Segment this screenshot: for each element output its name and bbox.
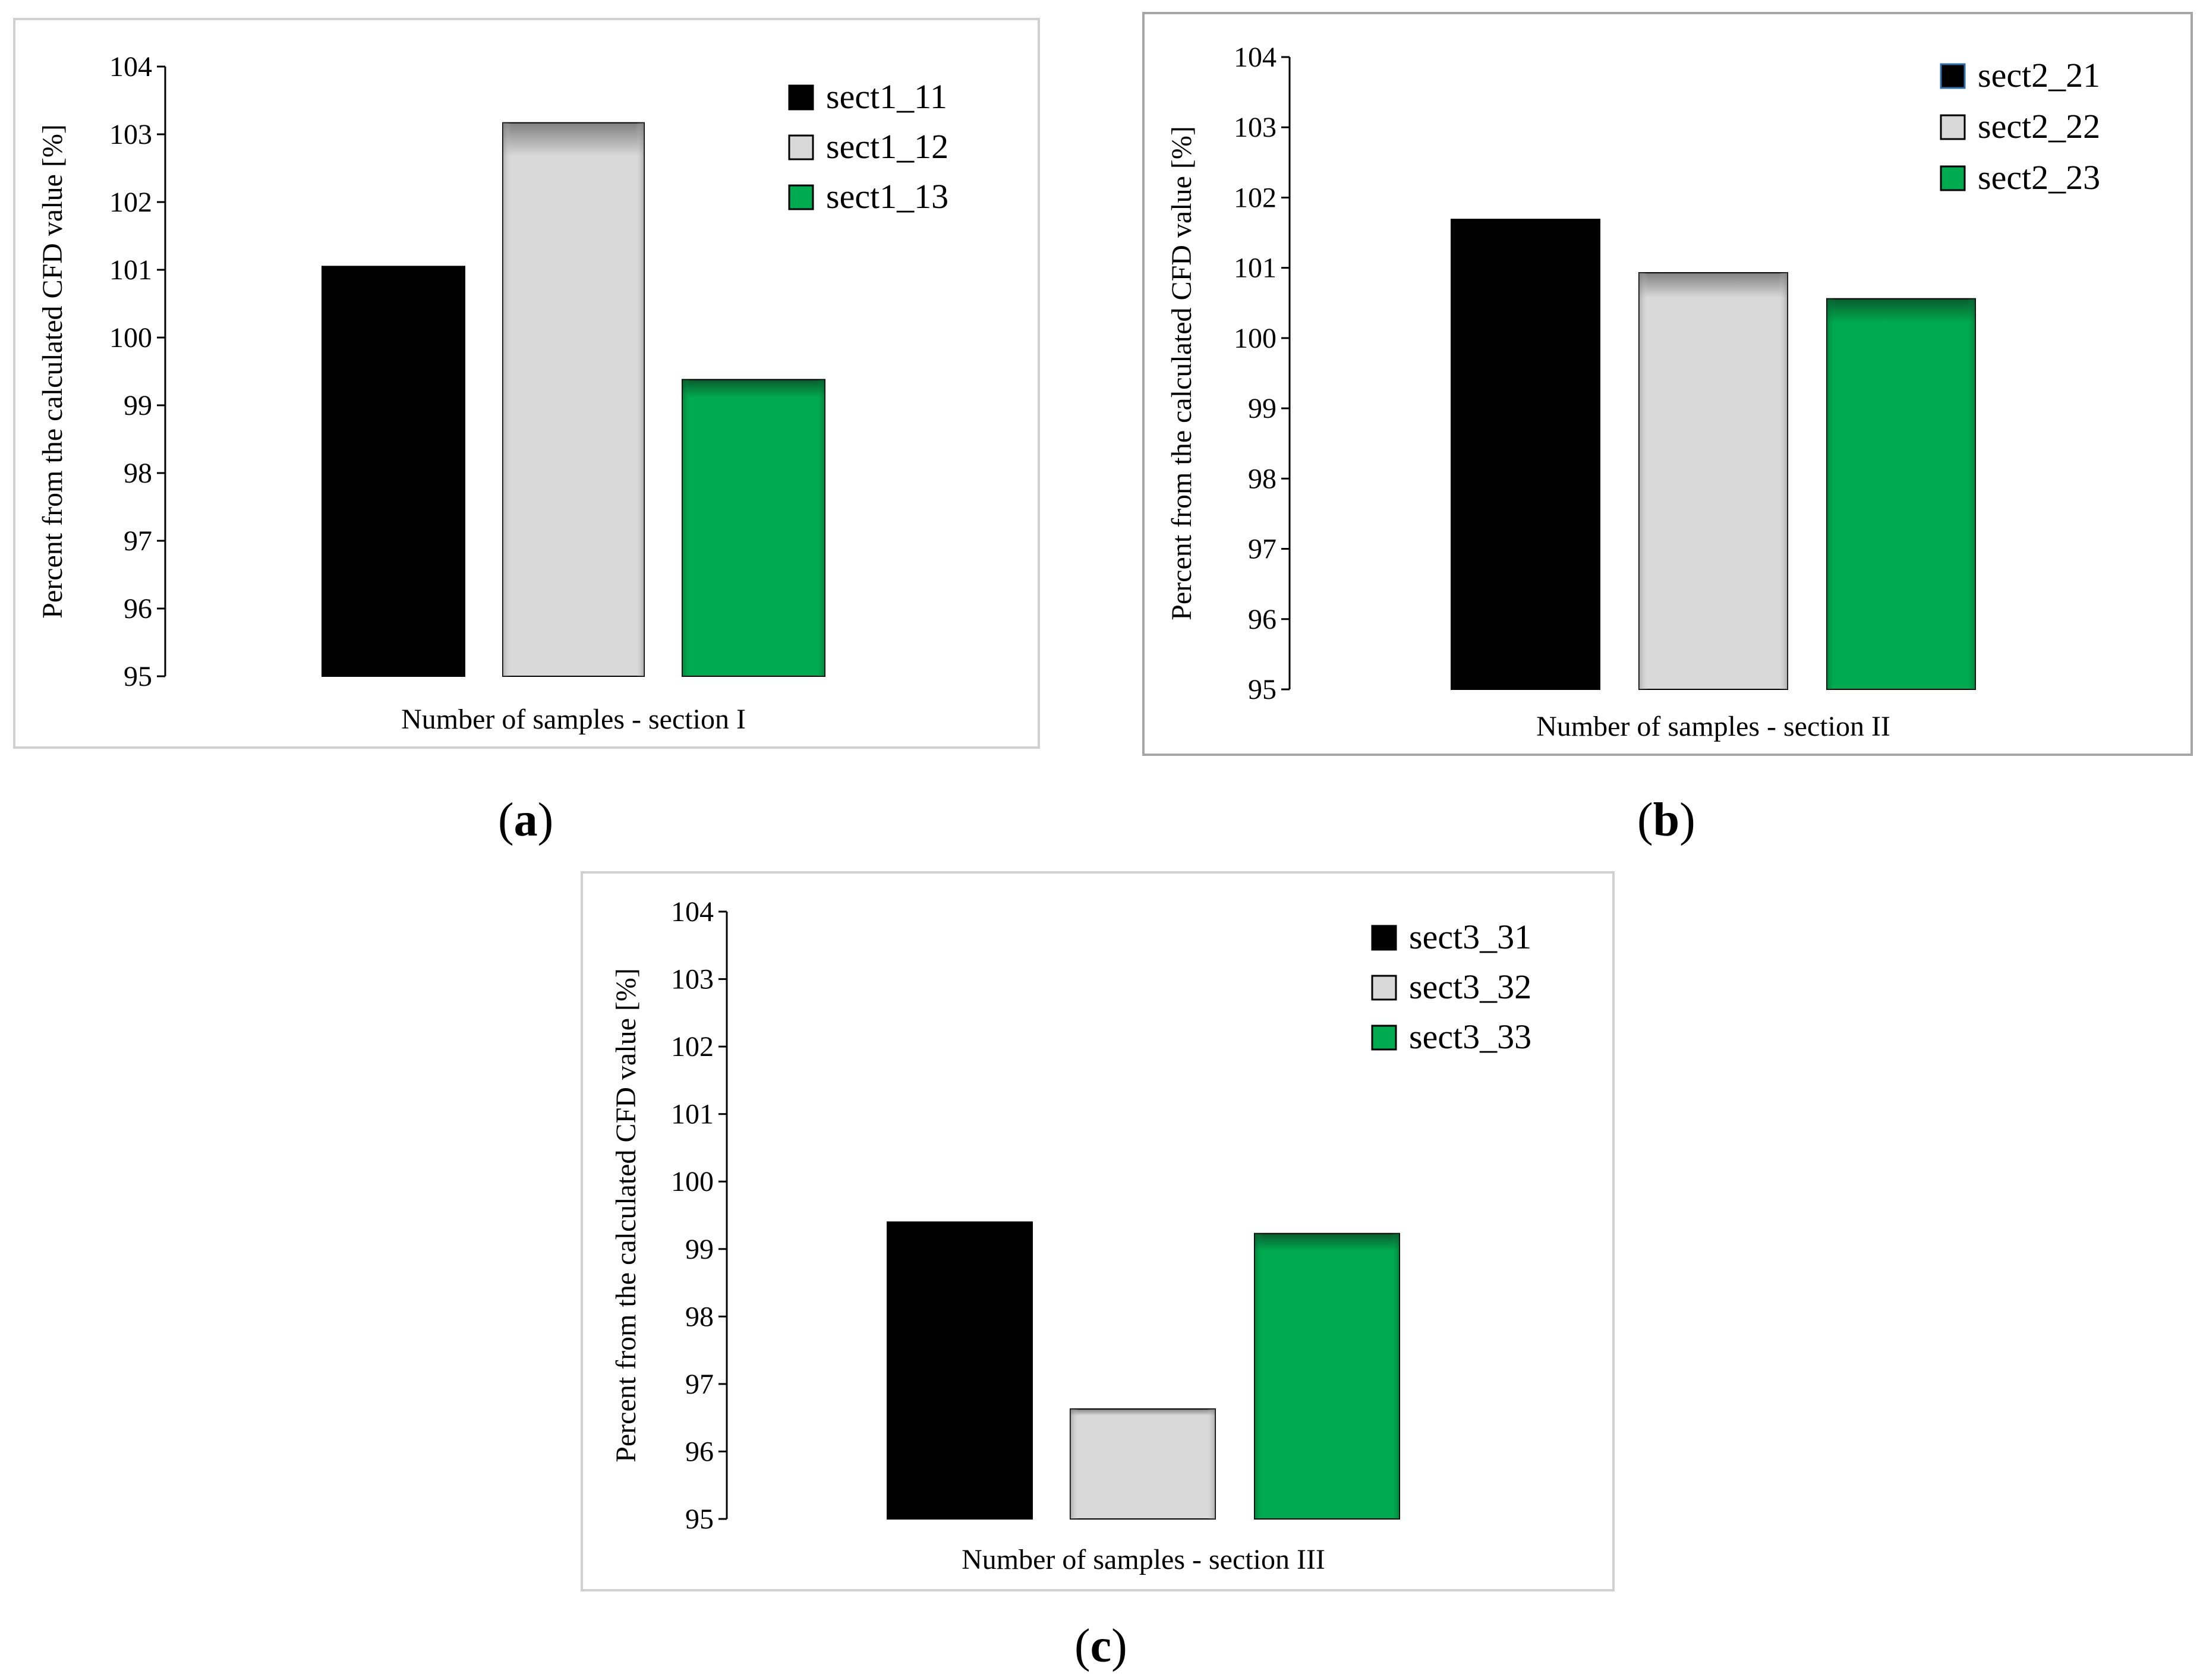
chart-svg-a: 95 96 97 98 99 100 101 102 103 104 sect1_11 sect1_1… <box>37 51 948 735</box>
legend-label-sect2_23: sect2_23 <box>1978 158 2100 197</box>
y-tick-label-a: 104 <box>109 51 152 83</box>
x-axis-title-c: Number of samples - section III <box>962 1544 1325 1575</box>
bar-fill-sect1_11 <box>322 266 465 677</box>
bar-sect3_33 <box>1254 1233 1400 1520</box>
y-axis-title-b: Percent from the calculated CFD value [%… <box>1166 126 1197 620</box>
panel-label-c: (c) <box>1074 1620 1127 1672</box>
legend-swatch-sect3_33 <box>1371 1025 1397 1051</box>
legend-swatch-sect1_13 <box>788 184 814 210</box>
bar-sect1_12 <box>502 122 645 677</box>
y-tick-label-b: 102 <box>1234 182 1276 213</box>
chart-panel-c: 95 96 97 98 99 100 101 102 103 104 sect3_31 sect3_3… <box>581 871 1615 1591</box>
legend-swatch-sect1_11 <box>788 84 814 111</box>
y-tick-label-c: 101 <box>671 1099 714 1130</box>
legend-label-sect2_21: sect2_21 <box>1978 56 2100 94</box>
bar-shade-sect3_33 <box>1255 1233 1400 1519</box>
bar-sect1_11 <box>322 266 465 677</box>
y-tick-label-a: 97 <box>124 525 152 557</box>
y-tick-label-a: 101 <box>109 254 152 286</box>
y-tick-label-c: 103 <box>671 964 714 995</box>
y-tick-label-c: 102 <box>671 1031 714 1063</box>
y-tick-label-c: 104 <box>671 896 714 928</box>
legend-swatch-sect1_12 <box>788 134 814 160</box>
y-tick-label-a: 98 <box>124 458 152 489</box>
legend-label-sect3_33: sect3_33 <box>1409 1017 1531 1056</box>
chart-frame-b <box>1142 12 2193 756</box>
y-tick-label-c: 100 <box>671 1166 714 1197</box>
y-tick-label-c: 97 <box>685 1369 714 1400</box>
y-tick-label-b: 100 <box>1234 323 1276 354</box>
y-tick-label-b: 99 <box>1248 393 1276 424</box>
legend-swatch-sect2_21 <box>1940 63 1966 89</box>
chart-frame-c <box>581 871 1615 1591</box>
legend-label-sect3_32: sect3_32 <box>1409 967 1531 1006</box>
y-axis-title-c: Percent from the calculated CFD value [%… <box>610 968 642 1462</box>
y-tick-label-a: 99 <box>124 390 152 421</box>
legend-label-sect2_22: sect2_22 <box>1978 107 2100 146</box>
bar-sect2_23 <box>1826 298 1976 690</box>
bar-shade-sect3_32 <box>1070 1408 1215 1519</box>
legend-swatch-sect3_31 <box>1371 925 1397 951</box>
y-tick-label-a: 95 <box>124 661 152 692</box>
y-tick-label-c: 99 <box>685 1234 714 1265</box>
chart-frame-a <box>13 18 1040 749</box>
legend-label-sect1_11: sect1_11 <box>826 77 947 116</box>
bar-shade-sect2_23 <box>1827 298 1975 689</box>
bar-fill-sect2_21 <box>1451 219 1600 690</box>
panel-label-a: (a) <box>498 794 554 846</box>
y-tick-label-c: 98 <box>685 1301 714 1332</box>
legend-label-sect1_12: sect1_12 <box>826 127 948 166</box>
chart-svg-b: 95 96 97 98 99 100 101 102 103 104 sect2_21 sect2_2… <box>1166 42 2100 742</box>
y-tick-label-c: 96 <box>685 1436 714 1467</box>
bar-sect2_21 <box>1451 219 1600 690</box>
bar-sect3_31 <box>887 1221 1033 1520</box>
y-tick-label-b: 101 <box>1234 253 1276 284</box>
legend-label-sect3_31: sect3_31 <box>1409 918 1531 956</box>
y-tick-label-b: 95 <box>1248 674 1276 705</box>
y-axis-title-a: Percent from the calculated CFD value [%… <box>37 124 68 619</box>
y-tick-label-a: 102 <box>109 187 152 218</box>
bar-sect3_32 <box>1070 1408 1216 1520</box>
bar-sect2_22 <box>1638 272 1788 691</box>
y-tick-label-b: 103 <box>1234 112 1276 143</box>
y-tick-label-b: 104 <box>1234 42 1276 73</box>
y-tick-label-c: 95 <box>685 1504 714 1535</box>
chart-svg-c: 95 96 97 98 99 100 101 102 103 104 sect3_31 sect3_3… <box>610 896 1531 1575</box>
bar-shade-sect1_12 <box>503 122 644 676</box>
legend-label-sect1_13: sect1_13 <box>826 177 948 216</box>
x-axis-title-a: Number of samples - section I <box>401 704 746 735</box>
y-tick-label-a: 100 <box>109 322 152 354</box>
y-tick-label-b: 96 <box>1248 604 1276 635</box>
y-tick-label-b: 98 <box>1248 463 1276 494</box>
bar-shade-sect1_13 <box>682 379 825 676</box>
panel-label-b: (b) <box>1637 794 1695 846</box>
legend-swatch-sect3_32 <box>1371 975 1397 1001</box>
bar-shade-sect2_22 <box>1639 272 1788 689</box>
bar-fill-sect3_31 <box>887 1221 1033 1520</box>
chart-panel-b: 95 96 97 98 99 100 101 102 103 104 sect2_21 sect2_2… <box>1142 12 2193 756</box>
legend-swatch-sect2_22 <box>1940 114 1966 140</box>
legend-swatch-sect2_23 <box>1940 165 1966 191</box>
y-tick-label-a: 96 <box>124 593 152 625</box>
x-axis-title-b: Number of samples - section II <box>1536 711 1890 742</box>
bar-sect1_13 <box>682 379 825 677</box>
chart-panel-a: 95 96 97 98 99 100 101 102 103 104 sect1_11 sect1_1… <box>13 18 1040 749</box>
y-tick-label-a: 103 <box>109 119 152 150</box>
y-tick-label-b: 97 <box>1248 534 1276 565</box>
